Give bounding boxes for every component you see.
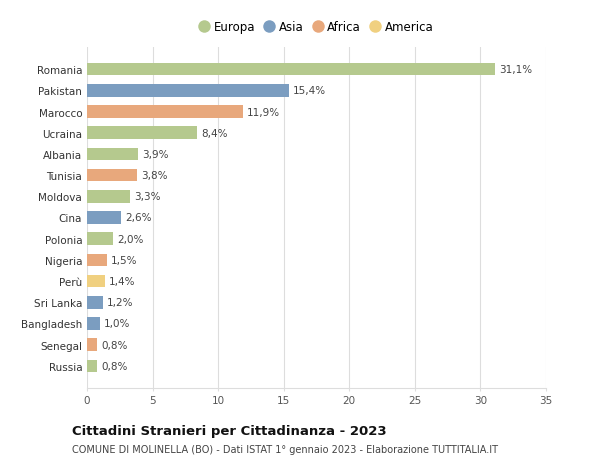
Text: 1,0%: 1,0% [104,319,130,329]
Bar [87,339,97,351]
Text: Cittadini Stranieri per Cittadinanza - 2023: Cittadini Stranieri per Cittadinanza - 2… [72,425,386,437]
Legend: Europa, Asia, Africa, America: Europa, Asia, Africa, America [195,17,438,39]
Text: 3,3%: 3,3% [134,192,161,202]
Text: 15,4%: 15,4% [293,86,326,96]
Text: 8,4%: 8,4% [201,129,227,139]
Text: 11,9%: 11,9% [247,107,280,117]
Text: 3,9%: 3,9% [142,150,169,160]
Bar [87,254,107,267]
Text: 3,8%: 3,8% [141,171,167,181]
Bar [87,318,100,330]
Bar [87,360,97,372]
Text: 1,5%: 1,5% [110,255,137,265]
Bar [87,64,495,76]
Text: 31,1%: 31,1% [499,65,532,75]
Bar [87,233,113,246]
Bar [87,85,289,97]
Bar [87,190,130,203]
Bar [87,169,137,182]
Text: 0,8%: 0,8% [101,340,128,350]
Bar [87,127,197,140]
Text: 2,6%: 2,6% [125,213,152,223]
Bar [87,296,103,309]
Text: 2,0%: 2,0% [117,234,143,244]
Bar [87,212,121,224]
Text: 1,2%: 1,2% [107,297,133,308]
Bar [87,148,138,161]
Text: 1,4%: 1,4% [109,276,136,286]
Text: 0,8%: 0,8% [101,361,128,371]
Text: COMUNE DI MOLINELLA (BO) - Dati ISTAT 1° gennaio 2023 - Elaborazione TUTTITALIA.: COMUNE DI MOLINELLA (BO) - Dati ISTAT 1°… [72,444,498,454]
Bar [87,275,106,288]
Bar [87,106,243,118]
